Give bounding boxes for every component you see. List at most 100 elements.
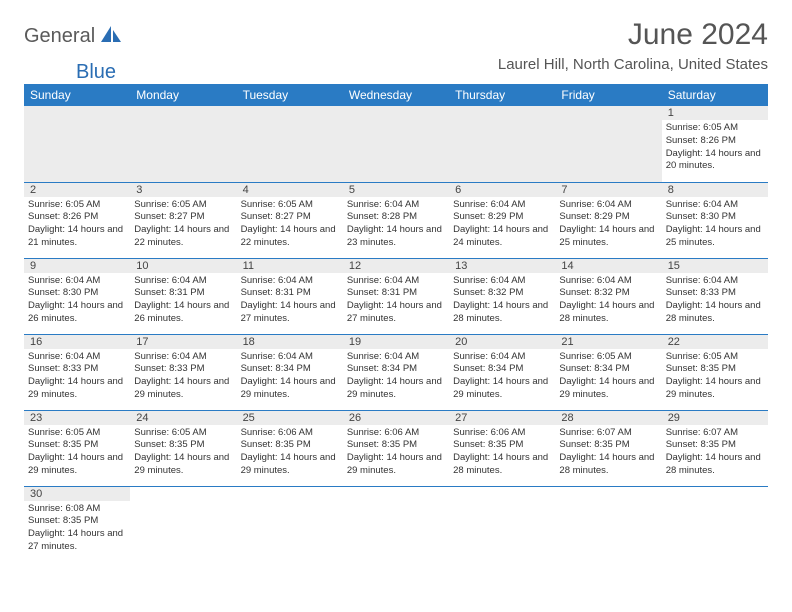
calendar-cell: 13Sunrise: 6:04 AMSunset: 8:32 PMDayligh…: [449, 258, 555, 334]
day-detail: Sunrise: 6:04 AMSunset: 8:28 PMDaylight:…: [347, 199, 445, 250]
calendar-cell: [24, 106, 130, 182]
day-detail: Sunrise: 6:04 AMSunset: 8:31 PMDaylight:…: [347, 275, 445, 326]
sail-icon: [99, 24, 125, 49]
brand-logo: General: [24, 24, 127, 49]
calendar-cell: [343, 486, 449, 562]
calendar-cell: 29 Sunrise: 6:07 AMSunset: 8:35 PMDayligh…: [662, 410, 768, 486]
day-detail: Sunrise: 6:04 AMSunset: 8:32 PMDaylight:…: [559, 275, 657, 326]
day-number: 10: [130, 259, 236, 273]
day-detail: Sunrise: 6:04 AMSunset: 8:34 PMDaylight:…: [453, 351, 551, 402]
day-number: 24: [130, 411, 236, 425]
day-detail: Sunrise: 6:04 AMSunset: 8:30 PMDaylight:…: [28, 275, 126, 326]
calendar-body: 1Sunrise: 6:05 AMSunset: 8:26 PMDaylight…: [24, 106, 768, 562]
calendar-page: General June 2024 Laurel Hill, North Car…: [0, 0, 792, 572]
day-number: 26: [343, 411, 449, 425]
day-number: 25: [237, 411, 343, 425]
day-number: 27: [449, 411, 555, 425]
calendar-cell: 25 Sunrise: 6:06 AMSunset: 8:35 PMDayligh…: [237, 410, 343, 486]
day-detail: Sunrise: 6:05 AMSunset: 8:35 PMDaylight:…: [666, 351, 764, 402]
calendar-week: 23Sunrise: 6:05 AMSunset: 8:35 PMDayligh…: [24, 410, 768, 486]
day-detail: Sunrise: 6:05 AMSunset: 8:27 PMDaylight:…: [241, 199, 339, 250]
calendar-cell: 16 Sunrise: 6:04 AMSunset: 8:33 PMDayligh…: [24, 334, 130, 410]
day-number: 29: [662, 411, 768, 425]
calendar-week: 16 Sunrise: 6:04 AMSunset: 8:33 PMDayligh…: [24, 334, 768, 410]
calendar-cell: [130, 486, 236, 562]
day-detail: Sunrise: 6:07 AMSunset: 8:35 PMDaylight:…: [666, 427, 764, 478]
calendar-week: 2 Sunrise: 6:05 AMSunset: 8:26 PMDaylight…: [24, 182, 768, 258]
calendar-cell: 17 Sunrise: 6:04 AMSunset: 8:33 PMDayligh…: [130, 334, 236, 410]
day-detail: Sunrise: 6:06 AMSunset: 8:35 PMDaylight:…: [241, 427, 339, 478]
day-detail: Sunrise: 6:04 AMSunset: 8:30 PMDaylight:…: [666, 199, 764, 250]
calendar-cell: 30 Sunrise: 6:08 AMSunset: 8:35 PMDayligh…: [24, 486, 130, 562]
calendar-cell: [555, 486, 661, 562]
day-detail: Sunrise: 6:04 AMSunset: 8:31 PMDaylight:…: [241, 275, 339, 326]
day-header: Thursday: [449, 84, 555, 106]
brand-part2: Blue: [76, 61, 116, 84]
day-detail: Sunrise: 6:04 AMSunset: 8:33 PMDaylight:…: [666, 275, 764, 326]
calendar-cell: 10Sunrise: 6:04 AMSunset: 8:31 PMDayligh…: [130, 258, 236, 334]
calendar-week: 9 Sunrise: 6:04 AMSunset: 8:30 PMDaylight…: [24, 258, 768, 334]
calendar-cell: [237, 486, 343, 562]
day-number: 19: [343, 335, 449, 349]
brand-part1: General: [24, 25, 95, 48]
day-number: 8: [662, 183, 768, 197]
day-number: 15: [662, 259, 768, 273]
calendar-cell: 8 Sunrise: 6:04 AMSunset: 8:30 PMDaylight…: [662, 182, 768, 258]
day-number: 7: [555, 183, 661, 197]
day-detail: Sunrise: 6:04 AMSunset: 8:32 PMDaylight:…: [453, 275, 551, 326]
day-detail: Sunrise: 6:04 AMSunset: 8:34 PMDaylight:…: [241, 351, 339, 402]
day-number: 17: [130, 335, 236, 349]
title-block: June 2024 Laurel Hill, North Carolina, U…: [498, 18, 768, 73]
day-detail: Sunrise: 6:04 AMSunset: 8:34 PMDaylight:…: [347, 351, 445, 402]
day-detail: Sunrise: 6:05 AMSunset: 8:26 PMDaylight:…: [28, 199, 126, 250]
day-number: 28: [555, 411, 661, 425]
day-detail: Sunrise: 6:04 AMSunset: 8:33 PMDaylight:…: [28, 351, 126, 402]
day-detail: Sunrise: 6:07 AMSunset: 8:35 PMDaylight:…: [559, 427, 657, 478]
day-header: Wednesday: [343, 84, 449, 106]
day-number: 23: [24, 411, 130, 425]
day-header: Saturday: [662, 84, 768, 106]
calendar-cell: 28 Sunrise: 6:07 AMSunset: 8:35 PMDayligh…: [555, 410, 661, 486]
day-number: 5: [343, 183, 449, 197]
day-number: 4: [237, 183, 343, 197]
day-detail: Sunrise: 6:04 AMSunset: 8:29 PMDaylight:…: [453, 199, 551, 250]
day-detail: Sunrise: 6:05 AMSunset: 8:34 PMDaylight:…: [559, 351, 657, 402]
calendar-cell: [449, 486, 555, 562]
calendar-cell: 21 Sunrise: 6:05 AMSunset: 8:34 PMDayligh…: [555, 334, 661, 410]
day-number: 30: [24, 487, 130, 501]
calendar-cell: 24Sunrise: 6:05 AMSunset: 8:35 PMDayligh…: [130, 410, 236, 486]
day-number: 16: [24, 335, 130, 349]
day-detail: Sunrise: 6:04 AMSunset: 8:33 PMDaylight:…: [134, 351, 232, 402]
calendar-cell: [555, 106, 661, 182]
calendar-week: 1Sunrise: 6:05 AMSunset: 8:26 PMDaylight…: [24, 106, 768, 182]
calendar-week: 30 Sunrise: 6:08 AMSunset: 8:35 PMDayligh…: [24, 486, 768, 562]
day-number: 12: [343, 259, 449, 273]
day-number: 22: [662, 335, 768, 349]
day-header: Friday: [555, 84, 661, 106]
day-detail: Sunrise: 6:08 AMSunset: 8:35 PMDaylight:…: [28, 503, 126, 554]
calendar-cell: [343, 106, 449, 182]
calendar-cell: [130, 106, 236, 182]
calendar-cell: 19 Sunrise: 6:04 AMSunset: 8:34 PMDayligh…: [343, 334, 449, 410]
calendar-cell: 5 Sunrise: 6:04 AMSunset: 8:28 PMDaylight…: [343, 182, 449, 258]
day-number: 18: [237, 335, 343, 349]
calendar-cell: 9 Sunrise: 6:04 AMSunset: 8:30 PMDaylight…: [24, 258, 130, 334]
calendar-cell: 27 Sunrise: 6:06 AMSunset: 8:35 PMDayligh…: [449, 410, 555, 486]
location-subtitle: Laurel Hill, North Carolina, United Stat…: [498, 56, 768, 73]
calendar-cell: 26Sunrise: 6:06 AMSunset: 8:35 PMDayligh…: [343, 410, 449, 486]
day-number: 2: [24, 183, 130, 197]
day-number: 21: [555, 335, 661, 349]
calendar-cell: 18 Sunrise: 6:04 AMSunset: 8:34 PMDayligh…: [237, 334, 343, 410]
day-header: Tuesday: [237, 84, 343, 106]
calendar-cell: 1Sunrise: 6:05 AMSunset: 8:26 PMDaylight…: [662, 106, 768, 182]
calendar-cell: 3Sunrise: 6:05 AMSunset: 8:27 PMDaylight…: [130, 182, 236, 258]
calendar-table: SundayMondayTuesdayWednesdayThursdayFrid…: [24, 84, 768, 562]
calendar-cell: 4 Sunrise: 6:05 AMSunset: 8:27 PMDaylight…: [237, 182, 343, 258]
day-detail: Sunrise: 6:06 AMSunset: 8:35 PMDaylight:…: [453, 427, 551, 478]
day-header: Monday: [130, 84, 236, 106]
calendar-head: SundayMondayTuesdayWednesdayThursdayFrid…: [24, 84, 768, 106]
day-number: 9: [24, 259, 130, 273]
calendar-cell: 11Sunrise: 6:04 AMSunset: 8:31 PMDayligh…: [237, 258, 343, 334]
day-detail: Sunrise: 6:04 AMSunset: 8:29 PMDaylight:…: [559, 199, 657, 250]
calendar-cell: 2 Sunrise: 6:05 AMSunset: 8:26 PMDaylight…: [24, 182, 130, 258]
